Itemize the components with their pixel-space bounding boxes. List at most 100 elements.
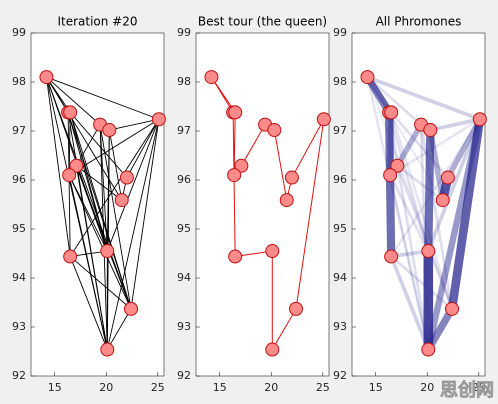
node [228,105,243,120]
y-tick-label: 97 [12,124,26,137]
edge [69,112,128,178]
y-tick-label: 93 [333,320,347,333]
y-tick-label: 95 [333,222,347,235]
y-tick-label: 94 [333,271,347,284]
node [100,342,115,357]
pheromone-edge [387,110,430,253]
node [114,193,129,208]
node [423,123,438,138]
y-tick-label: 99 [333,26,347,39]
y-tick-label: 98 [177,75,191,88]
pheromone-edge [388,118,482,177]
node [440,170,455,185]
pheromone-edge [390,118,482,258]
node [267,123,282,138]
y-tick-label: 94 [12,271,26,284]
y-tick-label: 92 [333,369,347,382]
edge [75,165,108,350]
pheromone-edge [424,305,456,354]
node [279,193,294,208]
panel-title: All Phromones [376,15,462,29]
node [100,244,115,259]
panel-title: Best tour (the queen) [198,15,327,29]
pheromone-edge [366,75,423,127]
edge [68,174,132,310]
node [445,301,460,316]
node [383,168,398,183]
node [421,244,436,259]
edge [106,130,110,350]
y-tick-label: 98 [333,75,347,88]
edge [69,256,108,350]
pheromone-edge [366,75,430,351]
node [234,158,249,173]
pheromone-edge [390,111,454,311]
node [62,168,77,183]
node [384,105,399,120]
node [39,70,54,85]
node [151,112,166,127]
x-tick-label: 15 [369,381,383,394]
edge [46,77,71,257]
pheromone-edge [425,116,484,353]
node [228,249,243,264]
y-tick-label: 95 [12,222,26,235]
node [69,158,84,173]
node [102,123,117,138]
edge [69,112,108,252]
pheromone-edge [366,76,453,310]
pheromone-edge [365,75,482,122]
node [124,301,139,316]
edge [67,112,132,310]
pheromone-edge [389,255,454,311]
x-tick-label: 15 [48,381,62,394]
edge [106,119,160,350]
edge [130,119,160,309]
edge [106,119,160,252]
node [289,301,304,316]
pheromone-edge [387,110,430,351]
y-tick-label: 99 [177,26,191,39]
y-tick-label: 95 [177,222,191,235]
node [384,249,399,264]
edge [106,308,132,350]
edge [46,76,132,310]
pheromone-edge [389,254,431,352]
x-tick-label: 25 [151,381,165,394]
y-tick-label: 97 [333,124,347,137]
node [265,342,280,357]
node [316,112,331,127]
pheromone-edge [428,117,482,132]
x-tick-label: 20 [99,381,113,394]
pheromone-edge [424,125,435,256]
pheromone-edge [385,108,396,261]
pheromone-edge [388,173,430,253]
y-tick-label: 96 [12,173,26,186]
x-tick-label: 15 [213,381,227,394]
pheromone-edge [419,123,454,311]
y-tick-label: 98 [12,75,26,88]
node [360,70,375,85]
pheromone-edge [427,127,446,203]
node [227,168,242,183]
pheromone-edge [419,123,430,351]
pheromone-edge [394,121,424,169]
pheromone-edge [426,117,482,253]
edge [68,175,108,350]
x-tick-label: 20 [420,381,434,394]
edge [46,76,101,125]
watermark: 思创网 [440,379,494,401]
edge [99,124,132,309]
node [390,158,405,173]
node [204,70,219,85]
y-tick-label: 93 [12,320,26,333]
y-tick-label: 93 [177,320,191,333]
pheromone-edge [395,164,445,202]
node [63,105,78,120]
pheromone-edge [366,76,444,202]
edge [68,174,108,252]
node [119,170,134,185]
node [284,170,299,185]
y-tick-label: 96 [177,173,191,186]
